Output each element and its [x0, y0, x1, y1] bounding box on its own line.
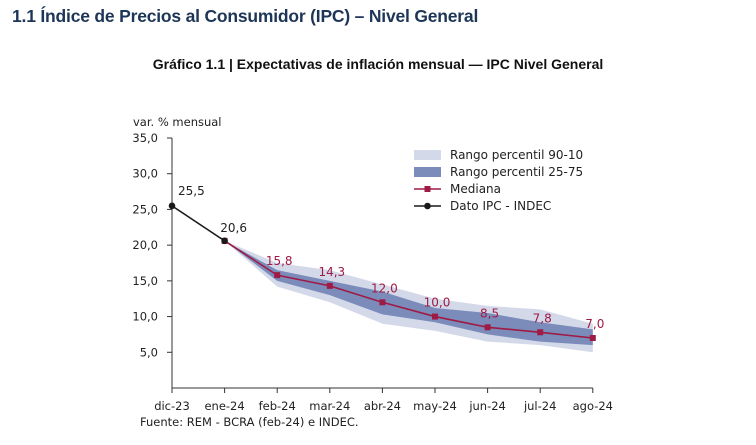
y-tick-label: 15,0	[132, 274, 158, 288]
legend-swatch-marker	[424, 186, 431, 192]
band-p25-75	[224, 240, 593, 346]
legend-label: Rango percentil 25-75	[450, 165, 583, 179]
legend-swatch-marker	[424, 202, 431, 210]
legend-label: Mediana	[450, 182, 501, 196]
mediana-data-label: 12,0	[371, 281, 398, 295]
section-title: 1.1 Índice de Precios al Consumidor (IPC…	[12, 6, 479, 26]
x-tick-label: dic-23	[154, 399, 190, 413]
dato-ipc-line	[171, 205, 226, 242]
dato-ipc-point	[221, 237, 228, 245]
y-tick-label: 10,0	[132, 310, 158, 324]
mediana-point	[589, 335, 596, 341]
bands-layer	[224, 240, 593, 353]
y-tick-label: 5,0	[140, 345, 158, 359]
legend-swatch-band	[414, 167, 441, 177]
y-tick-label: 20,0	[132, 238, 158, 252]
mediana-data-label: 15,8	[266, 254, 293, 268]
mediana-data-label: 10,0	[424, 296, 451, 310]
legend-label: Rango percentil 90-10	[450, 148, 583, 162]
x-tick-label: abr-24	[364, 399, 401, 413]
x-tick-label: mar-24	[309, 399, 350, 413]
mediana-data-label: 8,5	[480, 306, 499, 320]
mediana-point	[379, 299, 386, 306]
dato-ipc-data-label: 25,5	[178, 184, 205, 198]
lines-layer	[168, 202, 596, 341]
mediana-point	[537, 329, 544, 336]
legend-label: Dato IPC - INDEC	[450, 199, 551, 213]
mediana-point	[432, 313, 438, 320]
y-axis-label: var. % mensual	[133, 115, 222, 129]
dato-ipc-data-label: 20,6	[220, 221, 247, 235]
legend: Rango percentil 90-10 Rango percentil 25-…	[414, 148, 583, 213]
legend-swatch-band	[414, 150, 441, 160]
chart-title: Gráfico 1.1 | Expectativas de inflación …	[152, 56, 604, 72]
dato-ipc-point	[168, 202, 176, 210]
mediana-point	[274, 272, 281, 279]
x-tick-label: ene-24	[204, 399, 244, 413]
x-tick-label: jul-24	[523, 399, 556, 413]
y-tick-label: 35,0	[132, 131, 158, 145]
mediana-point	[484, 324, 491, 331]
data-labels-layer: 15,8 14,3 12,0 10,0 8,5 7,8 7,0 25,5 20,6	[178, 184, 604, 331]
y-tick-label: 25,0	[132, 202, 158, 216]
y-tick-label: 30,0	[132, 167, 158, 181]
axes-layer: 5,0 10,0 15,0 20,0 25,0 30,0 35,0 dic-23 ene-24 f…	[132, 131, 613, 413]
mediana-point	[326, 282, 333, 289]
x-tick-label: feb-24	[259, 399, 296, 413]
mediana-data-label: 14,3	[318, 265, 345, 279]
mediana-data-label: 7,0	[585, 317, 604, 331]
x-tick-label: ago-24	[573, 399, 613, 413]
x-tick-label: may-24	[413, 399, 457, 413]
mediana-data-label: 7,8	[533, 311, 552, 325]
mediana-line	[224, 240, 593, 339]
source-note: Fuente: REM - BCRA (feb-24) e INDEC.	[140, 415, 359, 429]
x-tick-label: jun-24	[468, 399, 506, 413]
